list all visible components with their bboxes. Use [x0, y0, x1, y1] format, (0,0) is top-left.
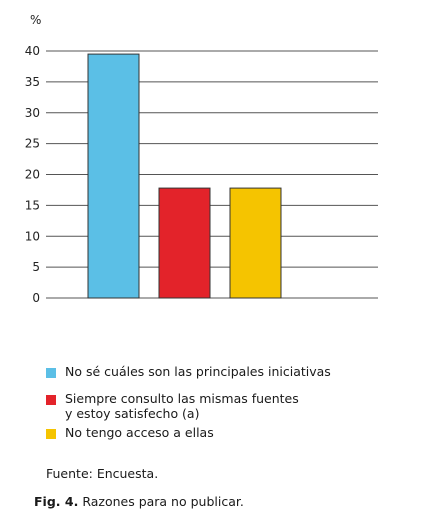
bar: [158, 187, 211, 299]
y-tick-label: 10: [25, 229, 40, 243]
legend-swatch-red: [46, 395, 56, 405]
y-tick-label: 25: [25, 137, 40, 151]
legend: No sé cuáles son las principales iniciat…: [46, 364, 426, 452]
legend-item: No sé cuáles son las principales iniciat…: [46, 364, 426, 379]
y-tick-label: 5: [32, 260, 40, 274]
y-axis-ticks: 0 5 10 15 20 25 30 35 40: [25, 44, 40, 305]
bar: [229, 187, 282, 299]
y-tick-label: 35: [25, 75, 40, 89]
figure-caption: Fig. 4. Razones para no publicar.: [34, 494, 244, 509]
y-tick-label: 20: [25, 168, 40, 182]
legend-label: Siempre consulto las mismas fuentes y es…: [65, 391, 299, 421]
legend-label: No tengo acceso a ellas: [65, 425, 214, 440]
legend-item: Siempre consulto las mismas fuentes y es…: [46, 391, 426, 421]
y-tick-label: 30: [25, 106, 40, 120]
figure-title: Razones para no publicar.: [82, 494, 244, 509]
bar-chart: 0 5 10 15 20 25 30 35 40 %: [25, 13, 378, 305]
legend-swatch-blue: [46, 368, 56, 378]
y-tick-label: 0: [32, 291, 40, 305]
legend-label: No sé cuáles son las principales iniciat…: [65, 364, 331, 379]
source-note: Fuente: Encuesta.: [46, 466, 159, 481]
y-tick-label: 15: [25, 198, 40, 212]
y-tick-label: 40: [25, 44, 40, 58]
bars: [87, 53, 282, 299]
legend-item: No tengo acceso a ellas: [46, 425, 426, 440]
bar: [87, 53, 140, 299]
figure-number: Fig. 4.: [34, 494, 79, 509]
legend-swatch-yellow: [46, 429, 56, 439]
y-axis-unit: %: [30, 13, 41, 27]
